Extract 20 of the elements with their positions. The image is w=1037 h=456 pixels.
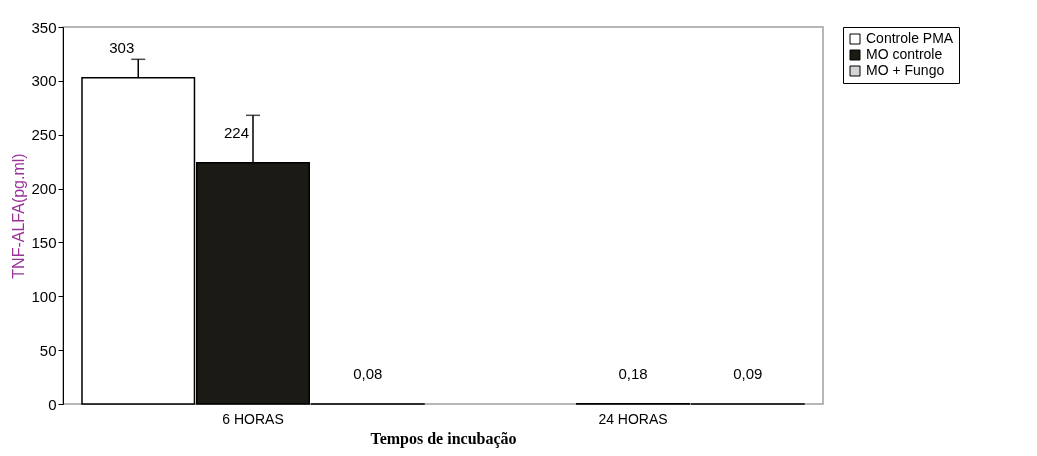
data-label: 303 bbox=[109, 38, 135, 56]
legend-label: Controle PMA bbox=[866, 30, 954, 46]
y-tick-label: 200 bbox=[31, 180, 57, 198]
data-label: 224 bbox=[223, 123, 249, 141]
data-label: 0,18 bbox=[618, 364, 648, 382]
data-label: 0,09 bbox=[733, 364, 763, 382]
y-tick-label: 0 bbox=[48, 395, 57, 413]
x-tick-label: 24 HORAS bbox=[598, 410, 668, 427]
legend-label: MO + Fungo bbox=[866, 62, 945, 78]
y-tick-label: 150 bbox=[31, 233, 57, 251]
x-tick-label: 6 HORAS bbox=[222, 410, 284, 427]
x-axis-title: Tempos de incubação bbox=[370, 429, 517, 448]
y-tick-label: 100 bbox=[31, 287, 57, 305]
y-tick-label: 300 bbox=[31, 72, 57, 90]
y-tick-label: 50 bbox=[39, 341, 57, 359]
y-tick-label: 250 bbox=[31, 126, 57, 144]
data-label: 0,08 bbox=[353, 364, 383, 382]
y-axis-title: TNF-ALFA(pg.ml) bbox=[10, 153, 28, 279]
legend-label: MO controle bbox=[866, 46, 943, 62]
y-tick-label: 350 bbox=[31, 18, 57, 36]
